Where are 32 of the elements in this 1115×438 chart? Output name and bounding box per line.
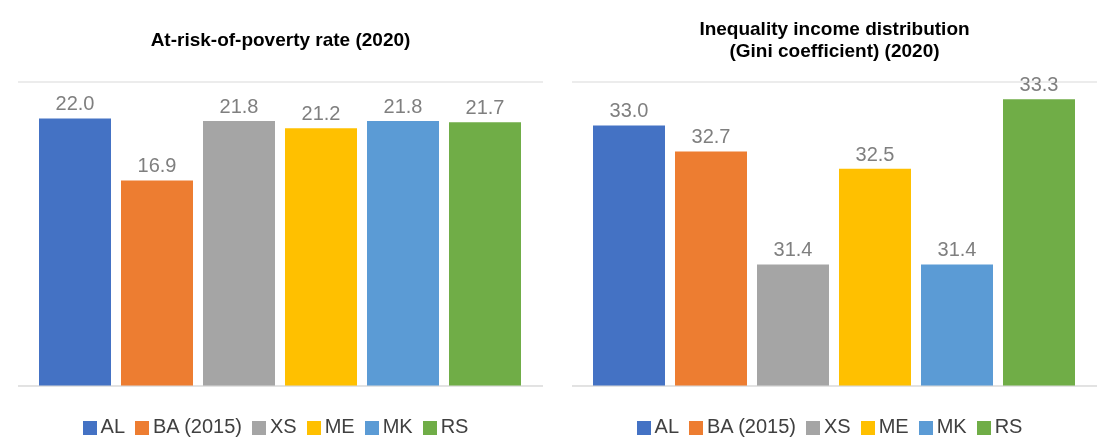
bar <box>285 128 357 386</box>
bar <box>203 120 275 386</box>
bar <box>121 180 193 386</box>
bar <box>449 122 521 386</box>
data-label: 33.3 <box>1019 73 1059 96</box>
legend-label: XS <box>269 415 297 437</box>
data-label: 21.2 <box>301 102 341 125</box>
data-label: 32.5 <box>855 142 895 165</box>
data-label: 31.4 <box>937 238 977 261</box>
data-label: 32.7 <box>691 125 731 148</box>
data-label: 22.0 <box>55 92 95 115</box>
legend-label: RS <box>994 415 1023 437</box>
data-label: 33.0 <box>609 99 649 122</box>
legend-label: MK <box>936 415 967 437</box>
legend-label: RS <box>440 415 469 437</box>
bar <box>367 120 439 386</box>
legend-label: ME <box>878 415 909 437</box>
data-label: 16.9 <box>137 154 177 177</box>
legend-label: XS <box>823 415 851 437</box>
legend-label: AL <box>654 415 680 437</box>
bar <box>39 118 111 386</box>
data-label: 21.8 <box>219 94 259 117</box>
legend-label: BA (2015) <box>707 415 796 437</box>
data-label: 21.7 <box>465 96 505 119</box>
legend-label: BA (2015) <box>153 415 242 437</box>
data-label: 31.4 <box>773 238 813 261</box>
legend-label: AL <box>100 415 126 437</box>
data-label: 21.8 <box>383 94 423 117</box>
legend-label: ME <box>324 415 355 437</box>
chart-title: At-risk-of-poverty rate (2020) <box>149 28 412 52</box>
chart-title: Inequality income distribution (Gini coefficient) (2020) <box>698 17 971 63</box>
legend-label: MK <box>382 415 413 437</box>
